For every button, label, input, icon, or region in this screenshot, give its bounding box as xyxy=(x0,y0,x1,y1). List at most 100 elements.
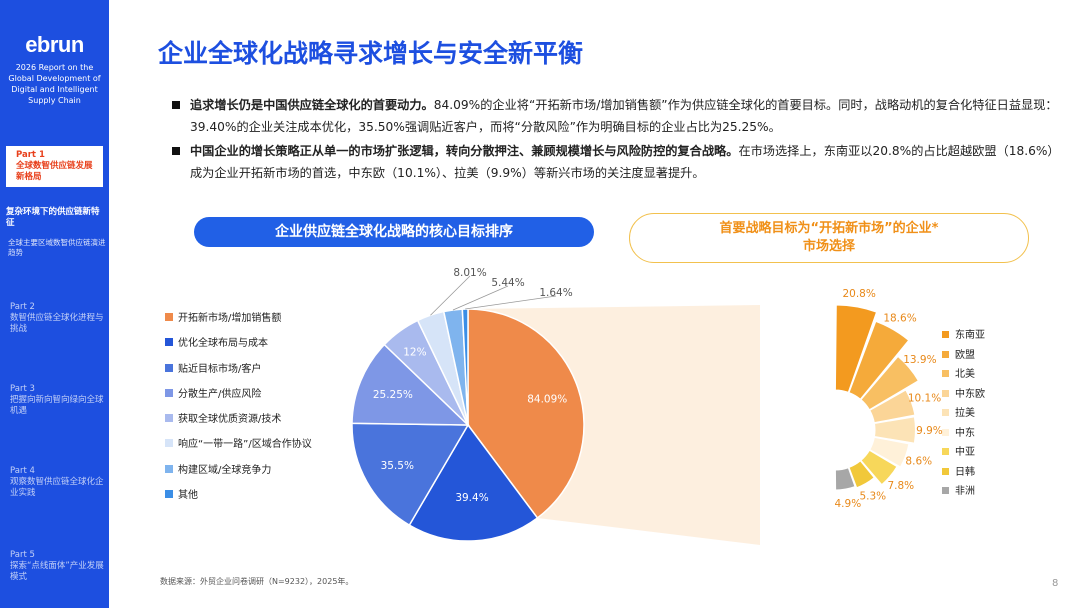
sidebar-item-part5[interactable]: Part 5 探索“点线面体”产业发展模式 xyxy=(10,550,104,582)
data-source: 数据来源：外贸企业问卷调研（N=9232），2025年。 xyxy=(160,577,354,586)
market-bar xyxy=(860,449,898,486)
market-bar xyxy=(869,436,910,468)
market-bar-label: 10.1% xyxy=(908,392,941,404)
bullet-2: 中国企业的增长策略正从单一的市场扩张逻辑，转向分散押注、兼顾规模增长与风险防控的… xyxy=(168,140,1058,184)
bullet-1-text: 84.09%的企业将“开拓新市场/增加销售额”作为供应链全球化的首要目标。同时，… xyxy=(190,98,1058,134)
legend-label: 优化全球布局与成本 xyxy=(178,338,268,349)
legend-swatch xyxy=(165,313,173,321)
legend-label: 获取全球优质资源/技术 xyxy=(178,414,282,425)
legend-swatch xyxy=(165,490,173,498)
market-legend-item: 中东欧 xyxy=(942,389,985,401)
legend-label: 开拓新市场/增加销售额 xyxy=(178,313,282,324)
legend-swatch xyxy=(165,364,173,372)
sidebar-item-part3[interactable]: Part 3 把握向新向智向绿向全球机遇 xyxy=(10,384,104,416)
market-bar xyxy=(834,467,856,491)
market-chart-title-line2: 市场选择 xyxy=(802,239,855,254)
legend-swatch xyxy=(942,389,949,397)
pie-legend-item: 响应“一带一路”/区域合作协议 xyxy=(165,439,312,451)
brand-logo: ebrun xyxy=(25,32,84,57)
pie-slice xyxy=(408,423,539,542)
legend-label: 欧盟 xyxy=(955,349,975,361)
legend-label: 响应“一带一路”/区域合作协议 xyxy=(178,439,312,450)
legend-swatch xyxy=(942,428,949,436)
market-chart-title: 首要战略目标为“开拓新市场”的企业* 市场选择 xyxy=(629,213,1029,263)
pie-legend-item: 获取全球优质资源/技术 xyxy=(165,414,281,426)
bullet-marker xyxy=(172,147,180,155)
legend-label: 拉美 xyxy=(955,408,975,419)
page-number: 8 xyxy=(1052,578,1059,589)
pie-slice xyxy=(351,343,470,426)
legend-label: 中东 xyxy=(955,427,975,439)
bullet-1-bold: 追求增长仍是中国供应链全球化的首要动力。 xyxy=(190,98,434,112)
pie-slice-label: 1.64% xyxy=(539,287,572,299)
legend-label: 东南亚 xyxy=(955,330,985,341)
market-legend-item: 非洲 xyxy=(942,486,975,498)
pie-legend-item: 分散生产/供应风险 xyxy=(165,389,261,401)
pie-slice-label: 39.4% xyxy=(455,492,488,504)
legend-label: 中东欧 xyxy=(955,388,985,400)
market-legend-item: 日韩 xyxy=(942,467,975,479)
legend-label: 中亚 xyxy=(955,447,975,458)
sidebar-sub-item-1[interactable]: 复杂环境下的供应链新特征 xyxy=(6,207,100,228)
sidebar: ebrun 2026 Report on the Global Developm… xyxy=(0,0,109,608)
legend-label: 贴近目标市场/客户 xyxy=(178,364,262,375)
legend-label: 分散生产/供应风险 xyxy=(178,389,262,400)
pie-slice-label: 12% xyxy=(403,347,426,359)
legend-swatch xyxy=(942,350,949,358)
legend-label: 日韩 xyxy=(955,466,975,478)
part1-number: Part 1 xyxy=(16,150,45,160)
sidebar-sub-item-2[interactable]: 全球主要区域数智供应链演进趋势 xyxy=(8,238,106,257)
market-legend-item: 欧盟 xyxy=(942,350,975,362)
sidebar-item-part2[interactable]: Part 2 数智供应链全球化进程与挑战 xyxy=(10,302,104,334)
market-bar xyxy=(848,460,875,489)
market-bar xyxy=(860,355,920,411)
market-bar-label: 18.6% xyxy=(883,312,916,324)
summary-bullets: 追求增长仍是中国供应链全球化的首要动力。84.09%的企业将“开拓新市场/增加销… xyxy=(168,94,1058,186)
bullet-2-bold: 中国企业的增长策略正从单一的市场扩张逻辑，转向分散押注、兼顾规模增长与风险防控的… xyxy=(190,144,739,158)
market-bar xyxy=(834,304,878,393)
pie-slice-label: 25.25% xyxy=(373,389,413,401)
legend-swatch xyxy=(942,370,949,377)
pie-leader-line xyxy=(452,285,509,311)
bullet-1: 追求增长仍是中国供应链全球化的首要动力。84.09%的企业将“开拓新市场/增加销… xyxy=(168,94,1058,138)
pie-legend-item: 贴近目标市场/客户 xyxy=(165,364,261,376)
legend-label: 其他 xyxy=(178,490,198,501)
market-bar-label: 4.9% xyxy=(835,498,862,510)
pie-legend-item: 其他 xyxy=(165,490,198,502)
pie-slice xyxy=(351,422,470,527)
market-legend-item: 北美 xyxy=(942,369,975,381)
market-bar-label: 13.9% xyxy=(903,354,936,366)
bullet-2-text: 在市场选择上，东南亚以20.8%的占比超越欧盟（18.6%）成为企业开拓新市场的… xyxy=(190,144,1054,180)
pie-leader-line xyxy=(465,295,557,310)
legend-swatch xyxy=(165,338,173,346)
legend-swatch xyxy=(165,389,173,397)
market-legend-item: 东南亚 xyxy=(942,330,985,342)
legend-label: 构建区域/全球竞争力 xyxy=(178,465,272,476)
sidebar-item-part4[interactable]: Part 4 观察数智供应链全球化企业实践 xyxy=(10,466,104,498)
pie-slice-label: 5.44% xyxy=(491,277,524,289)
legend-swatch xyxy=(165,439,173,447)
market-bar xyxy=(848,320,910,400)
pie-chart-title: 企业供应链全球化战略的核心目标排序 xyxy=(194,217,594,247)
sidebar-item-part1[interactable]: Part 1 全球数智供应链发展新格局 xyxy=(6,146,103,187)
report-title: 2026 Report on the Global Development of… xyxy=(8,63,101,105)
market-bar-label: 5.3% xyxy=(859,491,886,503)
market-bar-label: 7.8% xyxy=(887,480,914,492)
market-legend-item: 拉美 xyxy=(942,408,975,420)
market-bar xyxy=(873,416,916,444)
pie-legend-item: 优化全球布局与成本 xyxy=(165,338,268,350)
legend-swatch xyxy=(942,448,949,455)
pie-slice-label: 8.01% xyxy=(453,267,486,279)
pie-slice-label: 35.5% xyxy=(381,460,414,472)
market-bar xyxy=(869,389,916,424)
market-legend-item: 中亚 xyxy=(942,447,975,459)
market-legend-item: 中东 xyxy=(942,428,975,440)
pie-slice-label: 84.09% xyxy=(527,394,567,406)
pie-leader-line xyxy=(430,275,471,316)
legend-swatch xyxy=(942,467,949,475)
legend-swatch xyxy=(165,465,173,473)
market-bar-label: 20.8% xyxy=(842,288,875,300)
legend-swatch xyxy=(942,487,949,494)
legend-label: 北美 xyxy=(955,369,975,380)
